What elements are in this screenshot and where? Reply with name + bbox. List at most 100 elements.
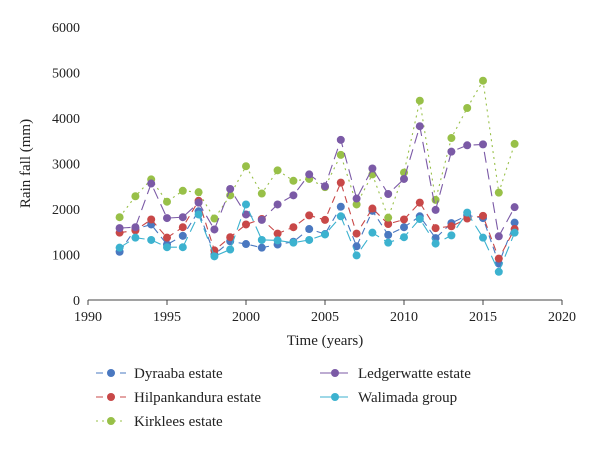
data-point: [510, 203, 519, 212]
data-point: [178, 223, 187, 232]
data-point: [178, 213, 187, 222]
data-point: [415, 122, 424, 131]
y-tick-label: 4000: [52, 112, 80, 127]
legend-label: Walimada group: [358, 390, 457, 406]
data-point: [447, 231, 456, 240]
legend-item: Ledgerwatte estate: [320, 366, 471, 382]
series-line: [119, 126, 516, 238]
data-point: [305, 235, 314, 244]
data-point: [321, 230, 329, 239]
legend-item: Walimada group: [320, 390, 457, 406]
data-point: [194, 210, 203, 219]
data-point: [352, 200, 361, 209]
data-point: [479, 140, 487, 149]
data-point: [305, 225, 314, 234]
x-tick-label: 2000: [232, 310, 260, 325]
y-tick-label: 3000: [52, 158, 80, 173]
y-tick-label: 6000: [52, 21, 80, 36]
data-point: [415, 198, 424, 207]
x-axis-ticks: 1990 1995 2000 2005 2010 2015 2020: [74, 300, 576, 325]
data-point: [242, 240, 250, 249]
data-point: [463, 208, 472, 217]
data-point: [400, 233, 408, 242]
data-point: [336, 202, 345, 211]
data-point: [257, 235, 266, 244]
legend-item: Hilpankandura estate: [96, 390, 261, 406]
data-point: [494, 267, 503, 276]
data-point: [384, 230, 393, 239]
series-1: [115, 178, 519, 263]
x-tick-label: 2020: [548, 310, 576, 325]
data-point: [384, 238, 393, 247]
legend-marker: [107, 369, 115, 377]
data-point: [273, 200, 282, 209]
legend-marker: [331, 393, 339, 401]
data-point: [115, 213, 124, 222]
legend-item: Kirklees estate: [96, 414, 223, 430]
data-point: [384, 213, 393, 222]
data-point: [352, 251, 361, 260]
data-point: [336, 150, 345, 159]
legend-item: Dyraaba estate: [96, 366, 223, 382]
series-0: [115, 202, 519, 268]
data-point: [431, 205, 440, 214]
data-point: [384, 220, 393, 229]
data-point: [321, 182, 329, 191]
series-4: [115, 200, 519, 276]
data-point: [494, 188, 503, 197]
data-point: [163, 243, 171, 252]
data-point: [242, 200, 250, 209]
data-point: [163, 214, 171, 223]
series-2: [115, 76, 519, 223]
x-axis-title: Time (years): [287, 333, 364, 349]
data-point: [226, 184, 235, 193]
data-point: [510, 218, 519, 227]
data-point: [431, 239, 440, 248]
data-point: [210, 214, 219, 223]
legend-label: Dyraaba estate: [134, 366, 223, 382]
data-point: [415, 215, 424, 224]
data-point: [336, 178, 345, 187]
data-point: [336, 135, 345, 144]
data-point: [242, 220, 250, 229]
data-point: [305, 211, 314, 220]
data-point: [336, 212, 345, 221]
data-point: [131, 223, 140, 232]
data-point: [273, 229, 282, 238]
data-point: [147, 179, 156, 188]
series-line: [119, 202, 516, 274]
data-point: [400, 174, 408, 183]
y-tick-label: 2000: [52, 203, 80, 218]
data-point: [257, 215, 266, 224]
series-layer: [115, 76, 519, 276]
data-point: [210, 252, 219, 261]
data-point: [463, 103, 472, 112]
data-point: [463, 141, 472, 150]
data-point: [289, 238, 298, 247]
data-point: [131, 192, 140, 201]
data-point: [178, 243, 187, 252]
data-point: [257, 189, 266, 198]
data-point: [368, 204, 377, 213]
data-point: [242, 210, 250, 219]
data-point: [479, 233, 487, 242]
data-point: [352, 242, 361, 251]
data-point: [368, 164, 377, 173]
data-point: [384, 189, 393, 198]
data-point: [178, 231, 187, 240]
data-point: [321, 215, 329, 224]
data-point: [226, 245, 235, 254]
data-point: [494, 232, 503, 241]
data-point: [447, 147, 456, 156]
x-tick-label: 1995: [153, 310, 181, 325]
y-tick-label: 5000: [52, 67, 80, 82]
legend-marker: [107, 417, 115, 425]
data-point: [163, 233, 171, 242]
data-point: [273, 166, 282, 175]
series-line: [119, 79, 516, 220]
data-point: [115, 224, 124, 233]
data-point: [431, 224, 440, 233]
data-point: [289, 223, 298, 232]
data-point: [400, 223, 408, 232]
